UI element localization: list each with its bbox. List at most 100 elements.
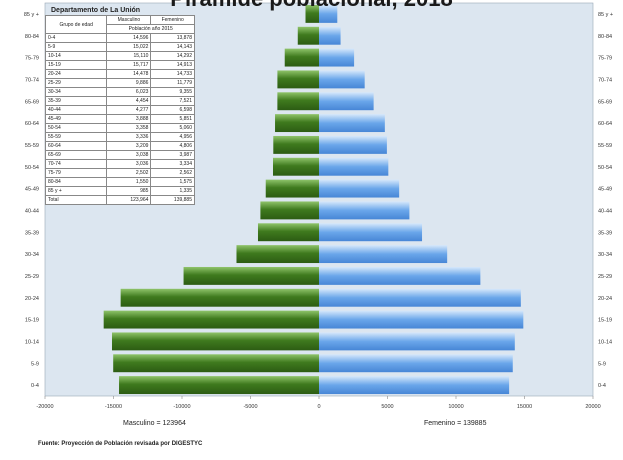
y-tick-left: 10-14 [25,339,39,345]
cell-female: 14,292 [150,51,195,61]
bar-male-35-39 [257,223,319,242]
cell-male: 2,502 [106,168,152,178]
bar-female-55-59 [319,135,387,154]
cell-female: 14,913 [150,60,195,70]
cell-male: 123,964 [106,195,152,205]
x-tick-label: 10000 [448,404,463,410]
cell-male: 6,023 [106,87,152,97]
y-tick-right: 50-54 [598,165,612,171]
cell-female: 9,355 [150,87,195,97]
header-population-year: Población año 2015 [106,24,195,34]
y-tick-right: 30-34 [598,252,612,258]
bar-female-30-34 [319,245,448,264]
y-tick-left: 45-49 [25,187,39,193]
bar-male-5-9 [113,354,319,373]
y-tick-left: 15-19 [25,318,39,324]
cell-female: 13,878 [150,33,195,43]
cell-age-group: 25-29 [44,78,108,88]
table-row: 80-84 1,550 1,575 [44,177,195,187]
bar-female-45-49 [319,179,400,198]
y-tick-right: 40-44 [598,208,612,214]
header-male: Masculino [106,15,152,25]
bar-female-85y+ [319,4,338,23]
y-tick-left: 5-9 [31,361,39,367]
cell-female: 2,562 [150,168,195,178]
cell-age-group: 5-9 [44,42,108,52]
y-tick-right: 25-29 [598,274,612,280]
y-tick-right: 0-4 [598,383,606,389]
cell-age-group: 35-39 [44,96,108,106]
x-tick-label: 20000 [585,404,600,410]
cell-age-group: 50-54 [44,123,108,133]
cell-male: 3,038 [106,150,152,160]
cell-male: 15,717 [106,60,152,70]
y-tick-left: 0-4 [31,383,39,389]
header-female: Femenino [150,15,195,25]
table-row: 50-54 3,358 5,060 [44,123,195,133]
x-tick-label: -20000 [36,404,53,410]
x-tick-label: -15000 [105,404,122,410]
source-note: Fuente: Proyección de Población revisada… [38,441,203,447]
y-tick-left: 75-79 [25,56,39,62]
table-row: 15-19 15,717 14,913 [44,60,195,70]
y-tick-left: 80-84 [25,34,39,40]
x-tick-label: 15000 [517,404,532,410]
bar-female-50-54 [319,157,389,176]
table-row: 60-64 3,209 4,806 [44,141,195,151]
cell-female: 6,598 [150,105,195,115]
table-row: 10-14 15,110 14,292 [44,51,195,61]
cell-age-group: 0-4 [44,33,108,43]
y-tick-left: 40-44 [25,208,39,214]
y-tick-left: 20-24 [25,296,39,302]
y-tick-left: 50-54 [25,165,39,171]
cell-female: 5,851 [150,114,195,124]
table-row: Total 123,964 139,885 [44,195,195,205]
cell-female: 11,779 [150,78,195,88]
bar-female-80-84 [319,26,341,45]
cell-age-group: 20-24 [44,69,108,79]
cell-age-group: 70-74 [44,159,108,169]
bar-male-55-59 [273,135,319,154]
bar-male-60-64 [275,114,319,133]
bar-male-10-14 [111,332,319,351]
table-row: 70-74 3,036 3,334 [44,159,195,169]
bar-female-65-69 [319,92,374,111]
cell-age-group: 65-69 [44,150,108,160]
table-row: 55-59 3,336 4,956 [44,132,195,142]
bar-male-20-24 [120,288,319,307]
cell-male: 3,888 [106,114,152,124]
cell-age-group: 45-49 [44,114,108,124]
x-tick-label: -10000 [173,404,190,410]
cell-age-group: 10-14 [44,51,108,61]
bar-female-40-44 [319,201,410,220]
bar-female-70-74 [319,70,365,89]
cell-age-group: 40-44 [44,105,108,115]
bar-female-5-9 [319,354,513,373]
y-tick-right: 55-59 [598,143,612,149]
bar-male-45-49 [265,179,319,198]
bar-male-85y+ [305,4,319,23]
table-row: 20-24 14,478 14,733 [44,69,195,79]
female-axis-title: Femenino = 139885 [424,420,487,427]
y-tick-right: 60-64 [598,121,612,127]
cell-male: 4,277 [106,105,152,115]
cell-male: 14,478 [106,69,152,79]
bar-male-70-74 [277,70,319,89]
bar-male-80-84 [297,26,319,45]
table-row: 35-39 4,454 7,521 [44,96,195,106]
cell-male: 15,110 [106,51,152,61]
bar-female-25-29 [319,266,481,285]
cell-female: 7,521 [150,96,195,106]
table-row: 0-4 14,596 13,878 [44,33,195,43]
bar-male-40-44 [260,201,319,220]
bar-male-0-4 [119,376,320,395]
cell-age-group: 55-59 [44,132,108,142]
bar-male-50-54 [272,157,319,176]
cell-female: 4,956 [150,132,195,142]
y-tick-left: 60-64 [25,121,39,127]
cell-male: 4,454 [106,96,152,106]
bar-male-30-34 [236,245,319,264]
cell-female: 139,885 [150,195,195,205]
bar-male-65-69 [277,92,319,111]
cell-male: 1,550 [106,177,152,187]
